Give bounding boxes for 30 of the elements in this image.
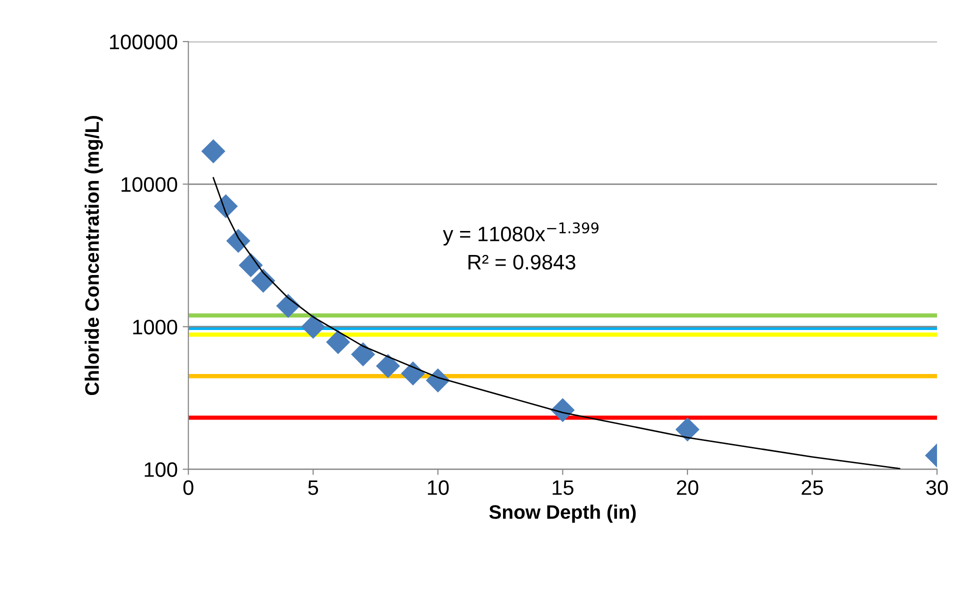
- point: [226, 228, 250, 253]
- x-tick-label: 10: [428, 480, 449, 495]
- x-tick-label: 25: [802, 480, 823, 495]
- point: [351, 342, 376, 366]
- y-tick-label: 10000: [122, 177, 178, 192]
- y-tick-label: 100000: [110, 34, 178, 50]
- x-tick-label: 0: [183, 480, 194, 495]
- y-axis-title: Chloride Concentration (mg/L): [84, 116, 103, 396]
- x-axis-title: Snow Depth (in): [489, 504, 636, 523]
- y-tick-label: 100: [144, 462, 178, 478]
- point: [400, 361, 425, 386]
- annotation: y = 11080x$^{−1.399}$: [442, 222, 599, 246]
- x-tick-label: 5: [308, 480, 318, 495]
- annotation: R² = 0.9843: [468, 254, 576, 270]
- point: [550, 398, 575, 422]
- x-tick-label: 30: [926, 480, 948, 495]
- line-series: [212, 177, 900, 470]
- point: [214, 194, 238, 218]
- point: [675, 417, 700, 442]
- x-tick-label: 20: [676, 480, 698, 495]
- point: [201, 139, 226, 164]
- point: [276, 294, 300, 318]
- point: [301, 314, 326, 339]
- y-tick-label: 1000: [133, 320, 178, 334]
- point: [238, 253, 263, 278]
- point: [426, 368, 450, 392]
- point: [376, 354, 400, 378]
- point: [326, 330, 350, 354]
- point: [251, 268, 276, 293]
- x-tick-label: 15: [552, 480, 574, 495]
